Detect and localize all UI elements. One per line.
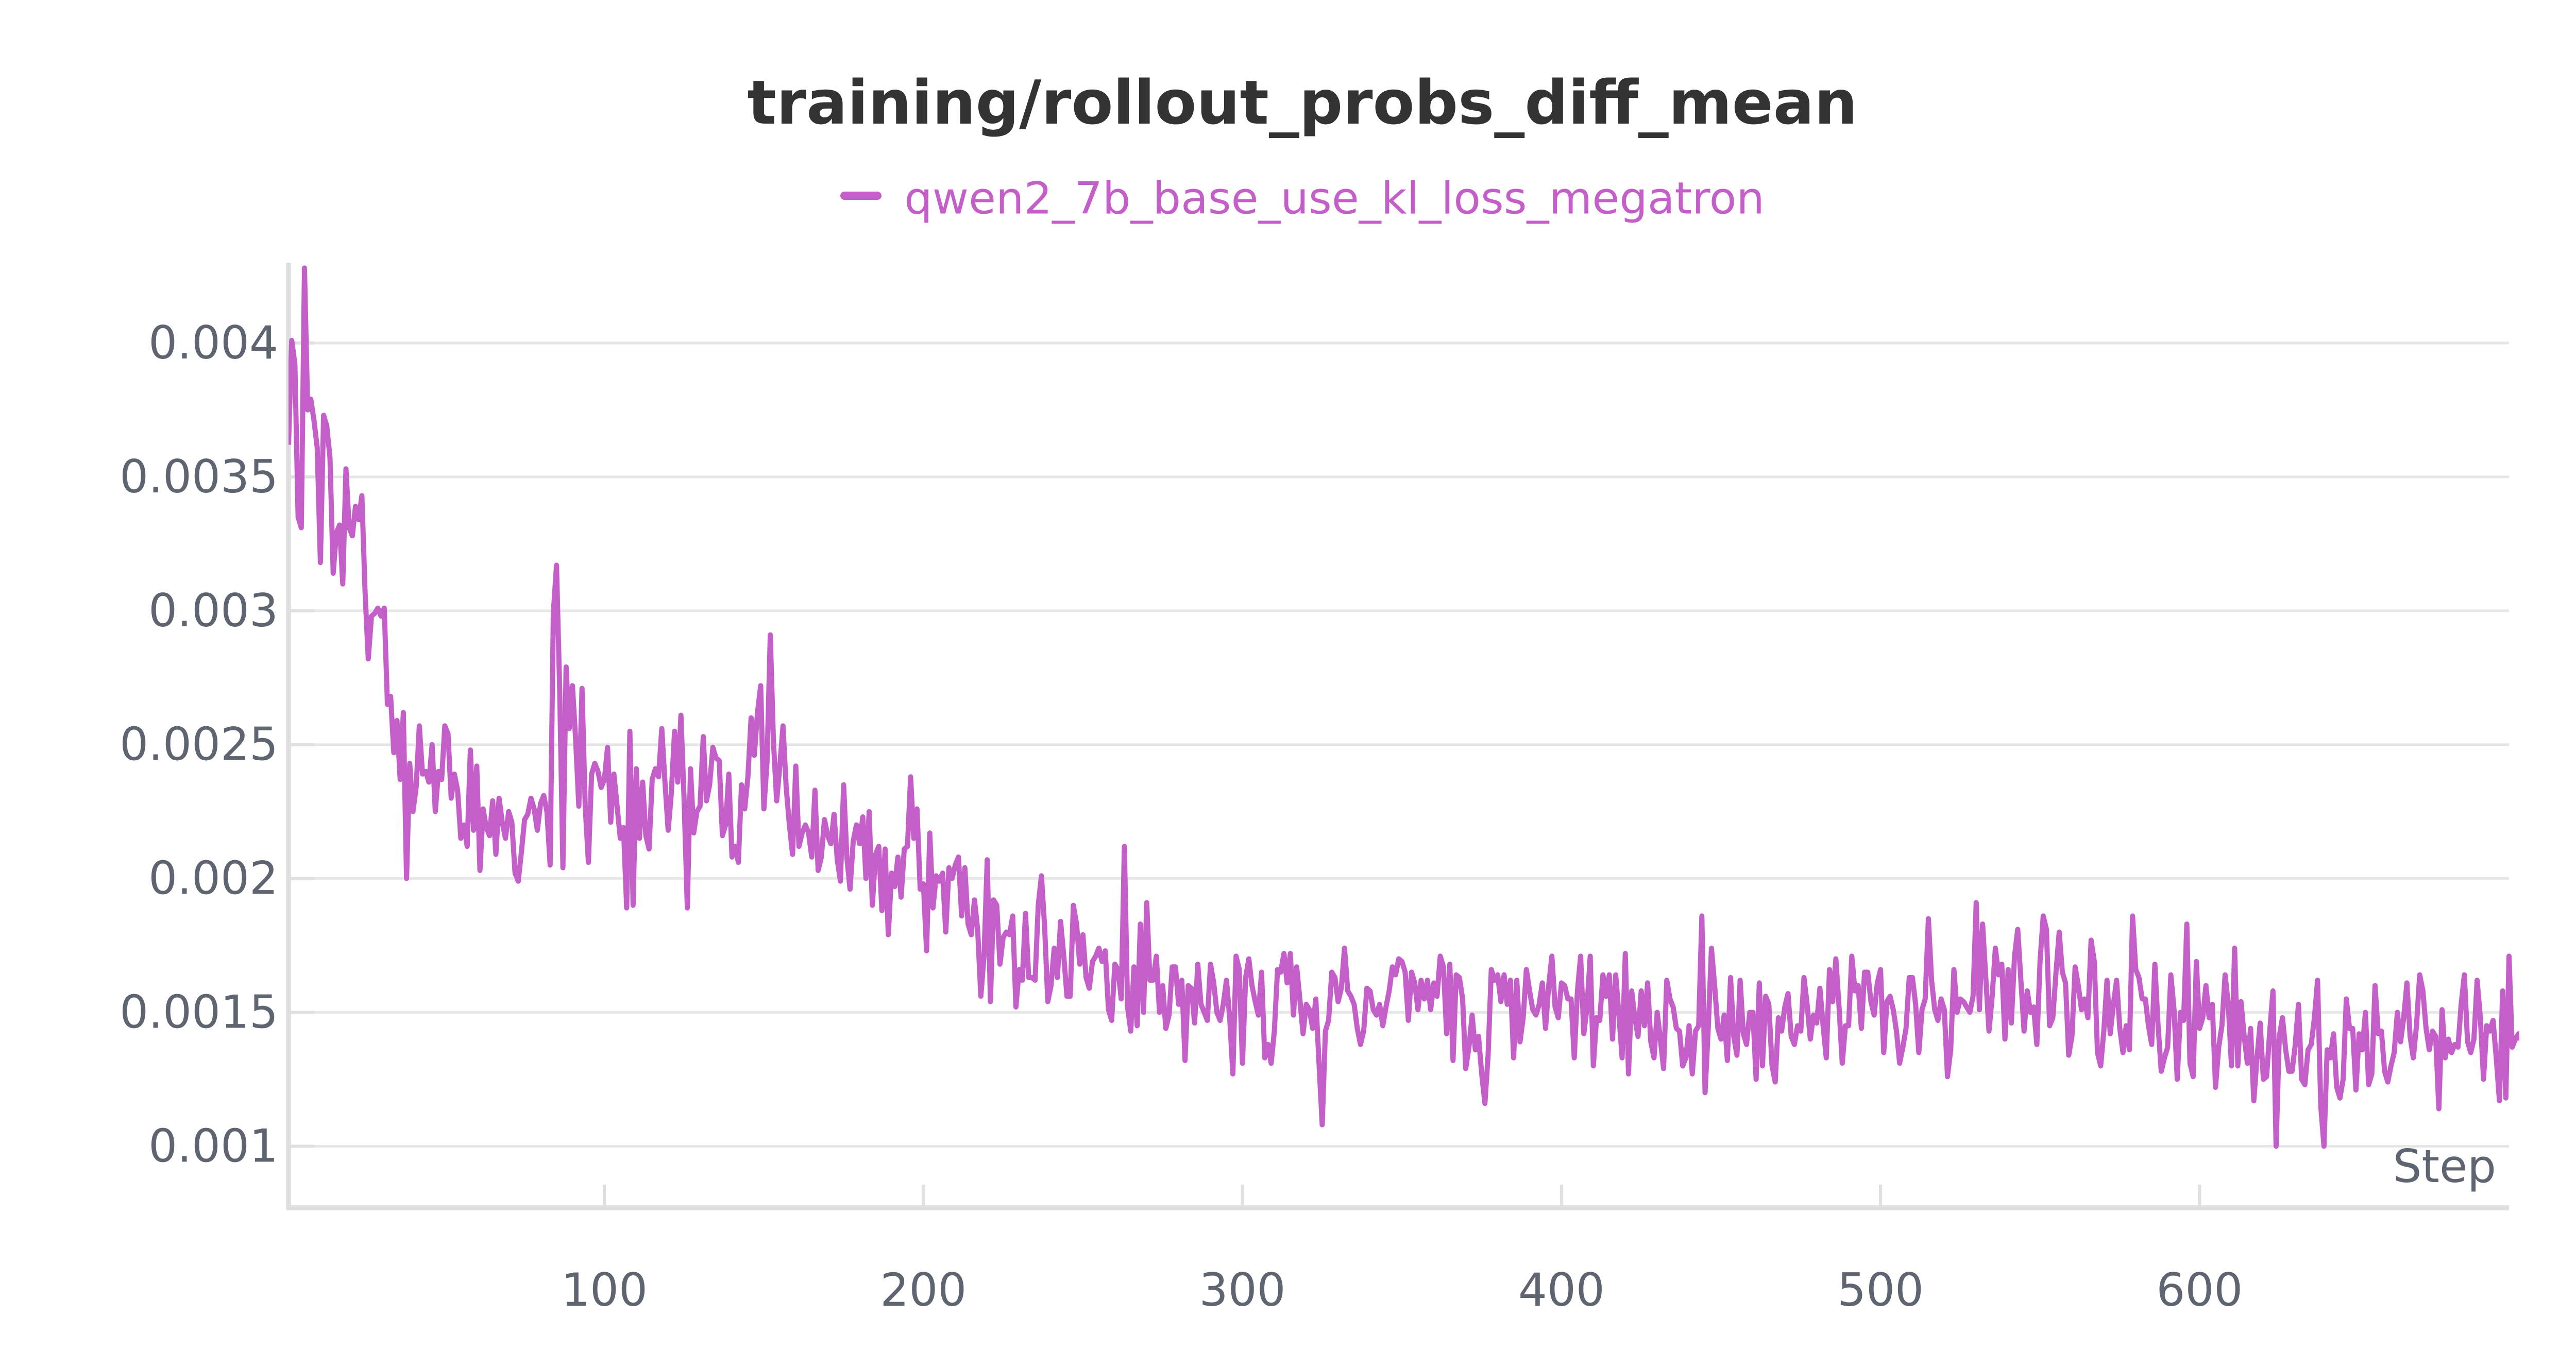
x-tick-label: 200 (880, 1263, 967, 1316)
y-tick-label: 0.0025 (120, 718, 278, 771)
y-tick-label: 0.004 (148, 316, 278, 369)
y-tick-label: 0.003 (148, 584, 278, 637)
y-tick-label: 0.0035 (120, 450, 278, 503)
y-tick-label: 0.0015 (120, 986, 278, 1039)
series-line[interactable] (289, 265, 2576, 1202)
legend-swatch-icon (840, 191, 882, 200)
y-tick-label: 0.002 (148, 852, 278, 905)
x-tick-label: 500 (1837, 1263, 1924, 1316)
chart-title: training/rollout_probs_diff_mean (747, 67, 1858, 138)
y-tick-label: 0.001 (148, 1119, 278, 1172)
x-tick-label: 400 (1518, 1263, 1605, 1316)
legend-series-label: qwen2_7b_base_use_kl_loss_megatron (904, 173, 1765, 225)
x-tick-label: 300 (1199, 1263, 1286, 1316)
x-tick-label: 600 (2156, 1263, 2243, 1316)
legend[interactable]: qwen2_7b_base_use_kl_loss_megatron (0, 170, 2576, 225)
x-axis-label: Step (2393, 1140, 2496, 1193)
x-tick-label: 100 (561, 1263, 648, 1316)
